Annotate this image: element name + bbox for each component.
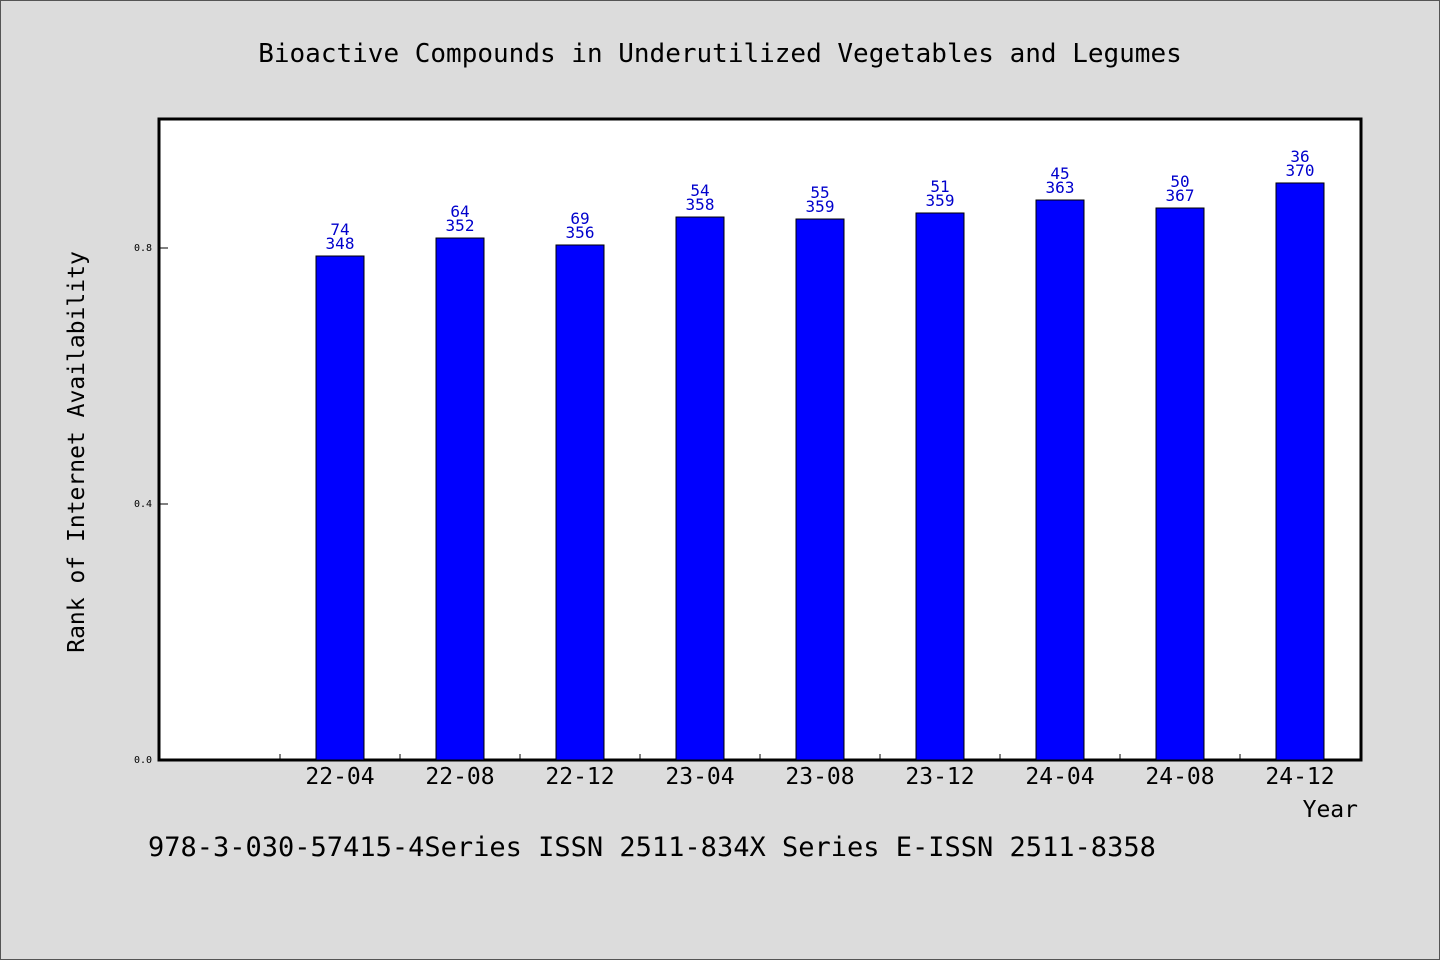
bar (435, 237, 485, 761)
data-label-top: 64 (450, 202, 469, 221)
y-tick-label: 0.0 (134, 755, 152, 766)
data-label-top: 51 (930, 177, 949, 196)
data-label-bottom: 358 (686, 195, 715, 214)
data-label-bottom: 352 (446, 216, 475, 235)
bar (1035, 199, 1085, 761)
bar (795, 218, 845, 761)
data-label-top: 55 (810, 183, 829, 202)
data-label-top: 74 (330, 220, 349, 239)
data-label-bottom: 359 (926, 191, 955, 210)
bar (1275, 182, 1325, 761)
x-tick-label: 22-08 (425, 764, 494, 790)
data-label-top: 69 (570, 209, 589, 228)
data-label-top: 54 (690, 181, 709, 200)
data-label-bottom: 367 (1166, 186, 1195, 205)
x-tick-label: 24-04 (1025, 764, 1094, 790)
data-label-bottom: 370 (1286, 161, 1315, 180)
chart-title: Bioactive Compounds in Underutilized Veg… (258, 39, 1182, 69)
x-tick-label: 24-08 (1145, 764, 1214, 790)
y-axis-label: Rank of Internet Availability (64, 251, 90, 653)
y-tick-label: 0.8 (134, 243, 152, 254)
data-label-bottom: 356 (566, 223, 595, 242)
footer-isbn-issn: 978-3-030-57415-4Series ISSN 2511-834X S… (148, 832, 1156, 863)
x-tick-label: 24-12 (1265, 764, 1334, 790)
data-label-bottom: 363 (1046, 178, 1075, 197)
x-tick-label: 23-08 (785, 764, 854, 790)
data-label-top: 50 (1170, 172, 1189, 191)
x-tick-label: 23-04 (665, 764, 734, 790)
x-tick-label: 22-12 (545, 764, 614, 790)
bar (1155, 207, 1205, 761)
data-label-top: 45 (1050, 164, 1069, 183)
bar (915, 212, 965, 761)
x-axis-label: Year (1303, 797, 1358, 823)
data-label-top: 36 (1290, 147, 1309, 166)
x-tick-label: 22-04 (305, 764, 374, 790)
data-label-bottom: 348 (326, 234, 355, 253)
x-tick-label: 23-12 (905, 764, 974, 790)
data-label-bottom: 359 (806, 197, 835, 216)
bar (315, 255, 365, 761)
bar (675, 216, 725, 761)
bar (555, 244, 605, 761)
y-tick-label: 0.4 (134, 499, 152, 510)
